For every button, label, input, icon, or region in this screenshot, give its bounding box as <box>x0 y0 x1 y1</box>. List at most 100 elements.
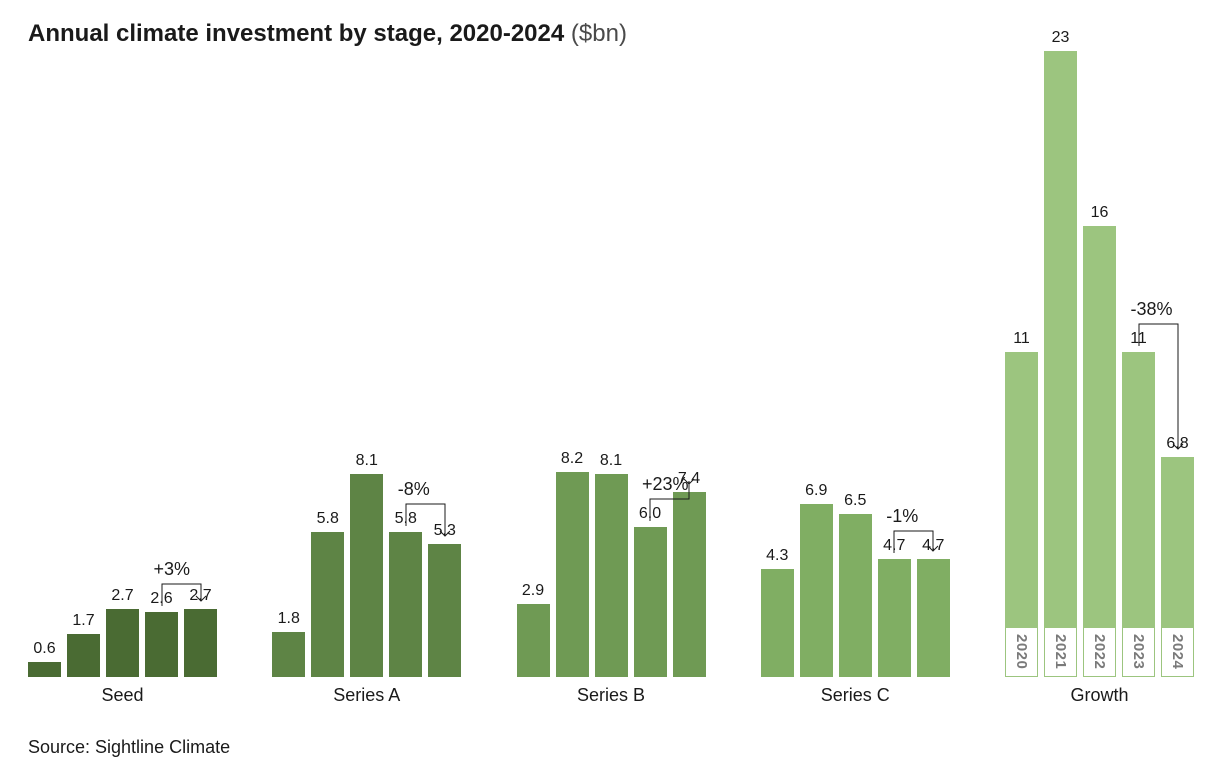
bar-value-label: 8.1 <box>600 452 622 470</box>
bar-wrap: 16 2022 <box>1083 204 1116 677</box>
bar-value-label: 5.3 <box>434 522 456 540</box>
bar-value-label: 23 <box>1052 29 1070 47</box>
bars: 11 2020 23 2021 16 2022 1120236.82024 -38% <box>1005 29 1194 677</box>
bar-wrap: 1.7 <box>67 612 100 677</box>
group-growth: 11 2020 23 2021 16 2022 1120236.82024 -38% Growt… <box>1005 29 1194 706</box>
bar-value-label: 6.0 <box>639 505 661 523</box>
bar-wrap: 8.1 <box>350 452 383 677</box>
bar <box>634 527 667 677</box>
bar-value-label: 0.6 <box>33 640 55 658</box>
bars: 0.61.72.72.62.7+3% <box>28 587 217 677</box>
bar <box>595 474 628 677</box>
bar <box>1005 352 1038 627</box>
bar <box>145 612 178 677</box>
bar-wrap: 5.3 <box>428 522 461 677</box>
bar-wrap: 5.8 <box>311 510 344 677</box>
bar-wrap: 2.9 <box>517 582 550 677</box>
bar <box>878 559 911 677</box>
bars: 1.8 5.8 8.1 5.8 5.3 -8% <box>272 452 461 677</box>
bar-value-label: 2.6 <box>150 590 172 608</box>
bar-value-label: 2.9 <box>522 582 544 600</box>
bar <box>106 609 139 677</box>
bar-value-label: 11 <box>1013 330 1030 348</box>
year-cell: 2022 <box>1083 627 1116 677</box>
bar <box>839 514 872 677</box>
bar-wrap: 5.8 <box>389 510 422 677</box>
group-series-b: 2.98.28.16.07.4+23%Series B <box>517 450 706 706</box>
bar-wrap: 2.6 <box>145 590 178 677</box>
bar <box>1122 352 1155 627</box>
bars: 2.98.28.16.07.4+23% <box>517 450 706 677</box>
bar-wrap: 8.1 <box>595 452 628 677</box>
group-series-c: 4.36.96.54.74.7-1%Series C <box>761 482 950 706</box>
bar <box>389 532 422 677</box>
bar-wrap: 2.7 <box>184 587 217 677</box>
bar-value-label: 4.3 <box>766 547 788 565</box>
bars: 4.36.96.54.74.7-1% <box>761 482 950 677</box>
year-cell-label: 2023 <box>1130 634 1147 669</box>
bar-wrap: 11 2020 <box>1005 330 1038 677</box>
group-series-a: 1.8 5.8 8.1 5.8 5.3 -8% Series A <box>272 452 461 706</box>
bar-value-label: 2.7 <box>111 587 133 605</box>
chart-area: 0.61.72.72.62.7+3%Seed1.85.88.15.85.3-8%… <box>28 60 1194 706</box>
bar-wrap: 112023 <box>1122 330 1155 677</box>
bar-value-label: 4.7 <box>883 537 905 555</box>
bar-value-label: 2.7 <box>189 587 211 605</box>
bar-wrap: 2.7 <box>106 587 139 677</box>
delta-label: -1% <box>886 506 918 527</box>
bar-value-label: 8.2 <box>561 450 583 468</box>
bar-wrap: 6.9 <box>800 482 833 677</box>
bar <box>917 559 950 677</box>
bar-wrap: 8.2 <box>556 450 589 677</box>
year-cell: 2021 <box>1044 627 1077 677</box>
bar-value-label: 8.1 <box>356 452 378 470</box>
bar-value-label: 1.8 <box>278 610 300 628</box>
bar <box>1083 226 1116 627</box>
year-cell-label: 2022 <box>1091 634 1108 669</box>
group-seed: 0.61.72.72.62.7+3%Seed <box>28 587 217 706</box>
bar <box>311 532 344 677</box>
bar-value-label: 6.5 <box>844 492 866 510</box>
group-label: Series C <box>821 685 890 706</box>
bar-value-label: 16 <box>1091 204 1109 222</box>
bar-value-label: 5.8 <box>395 510 417 528</box>
source-text: Source: Sightline Climate <box>28 737 230 758</box>
group-label: Series B <box>577 685 645 706</box>
bar-wrap: 6.5 <box>839 492 872 677</box>
bar <box>761 569 794 677</box>
bar <box>67 634 100 677</box>
chart-title-main: Annual climate investment by stage, 2020… <box>28 20 564 47</box>
bar-wrap: 6.0 <box>634 505 667 677</box>
bar-wrap: 23 2021 <box>1044 29 1077 677</box>
bar-wrap: 1.8 <box>272 610 305 677</box>
bar <box>556 472 589 677</box>
bar <box>184 609 217 677</box>
bar-wrap: 4.7 <box>917 537 950 677</box>
bar <box>800 504 833 677</box>
bar <box>350 474 383 677</box>
bar-wrap: 7.4 <box>673 470 706 677</box>
chart-title-unit: ($bn) <box>571 20 627 47</box>
year-cell: 2024 <box>1161 627 1194 677</box>
bar-wrap: 0.6 <box>28 640 61 677</box>
bar-wrap: 6.82024 <box>1161 435 1194 677</box>
bar-wrap: 4.3 <box>761 547 794 677</box>
year-cell-label: 2020 <box>1013 634 1030 669</box>
bar <box>673 492 706 677</box>
bar <box>428 544 461 677</box>
delta-label: -8% <box>398 479 430 500</box>
bar-value-label: 6.9 <box>805 482 827 500</box>
bar <box>28 662 61 677</box>
bar-value-label: 7.4 <box>678 470 700 488</box>
bar-value-label: 4.7 <box>922 537 944 555</box>
bar-wrap: 4.7 <box>878 537 911 677</box>
year-cell: 2020 <box>1005 627 1038 677</box>
bar <box>1161 457 1194 627</box>
group-label: Series A <box>333 685 400 706</box>
bar <box>272 632 305 677</box>
bar-value-label: 1.7 <box>72 612 94 630</box>
delta-label: -38% <box>1131 299 1173 320</box>
bar <box>517 604 550 677</box>
bar-value-label: 5.8 <box>317 510 339 528</box>
group-label: Growth <box>1070 685 1128 706</box>
